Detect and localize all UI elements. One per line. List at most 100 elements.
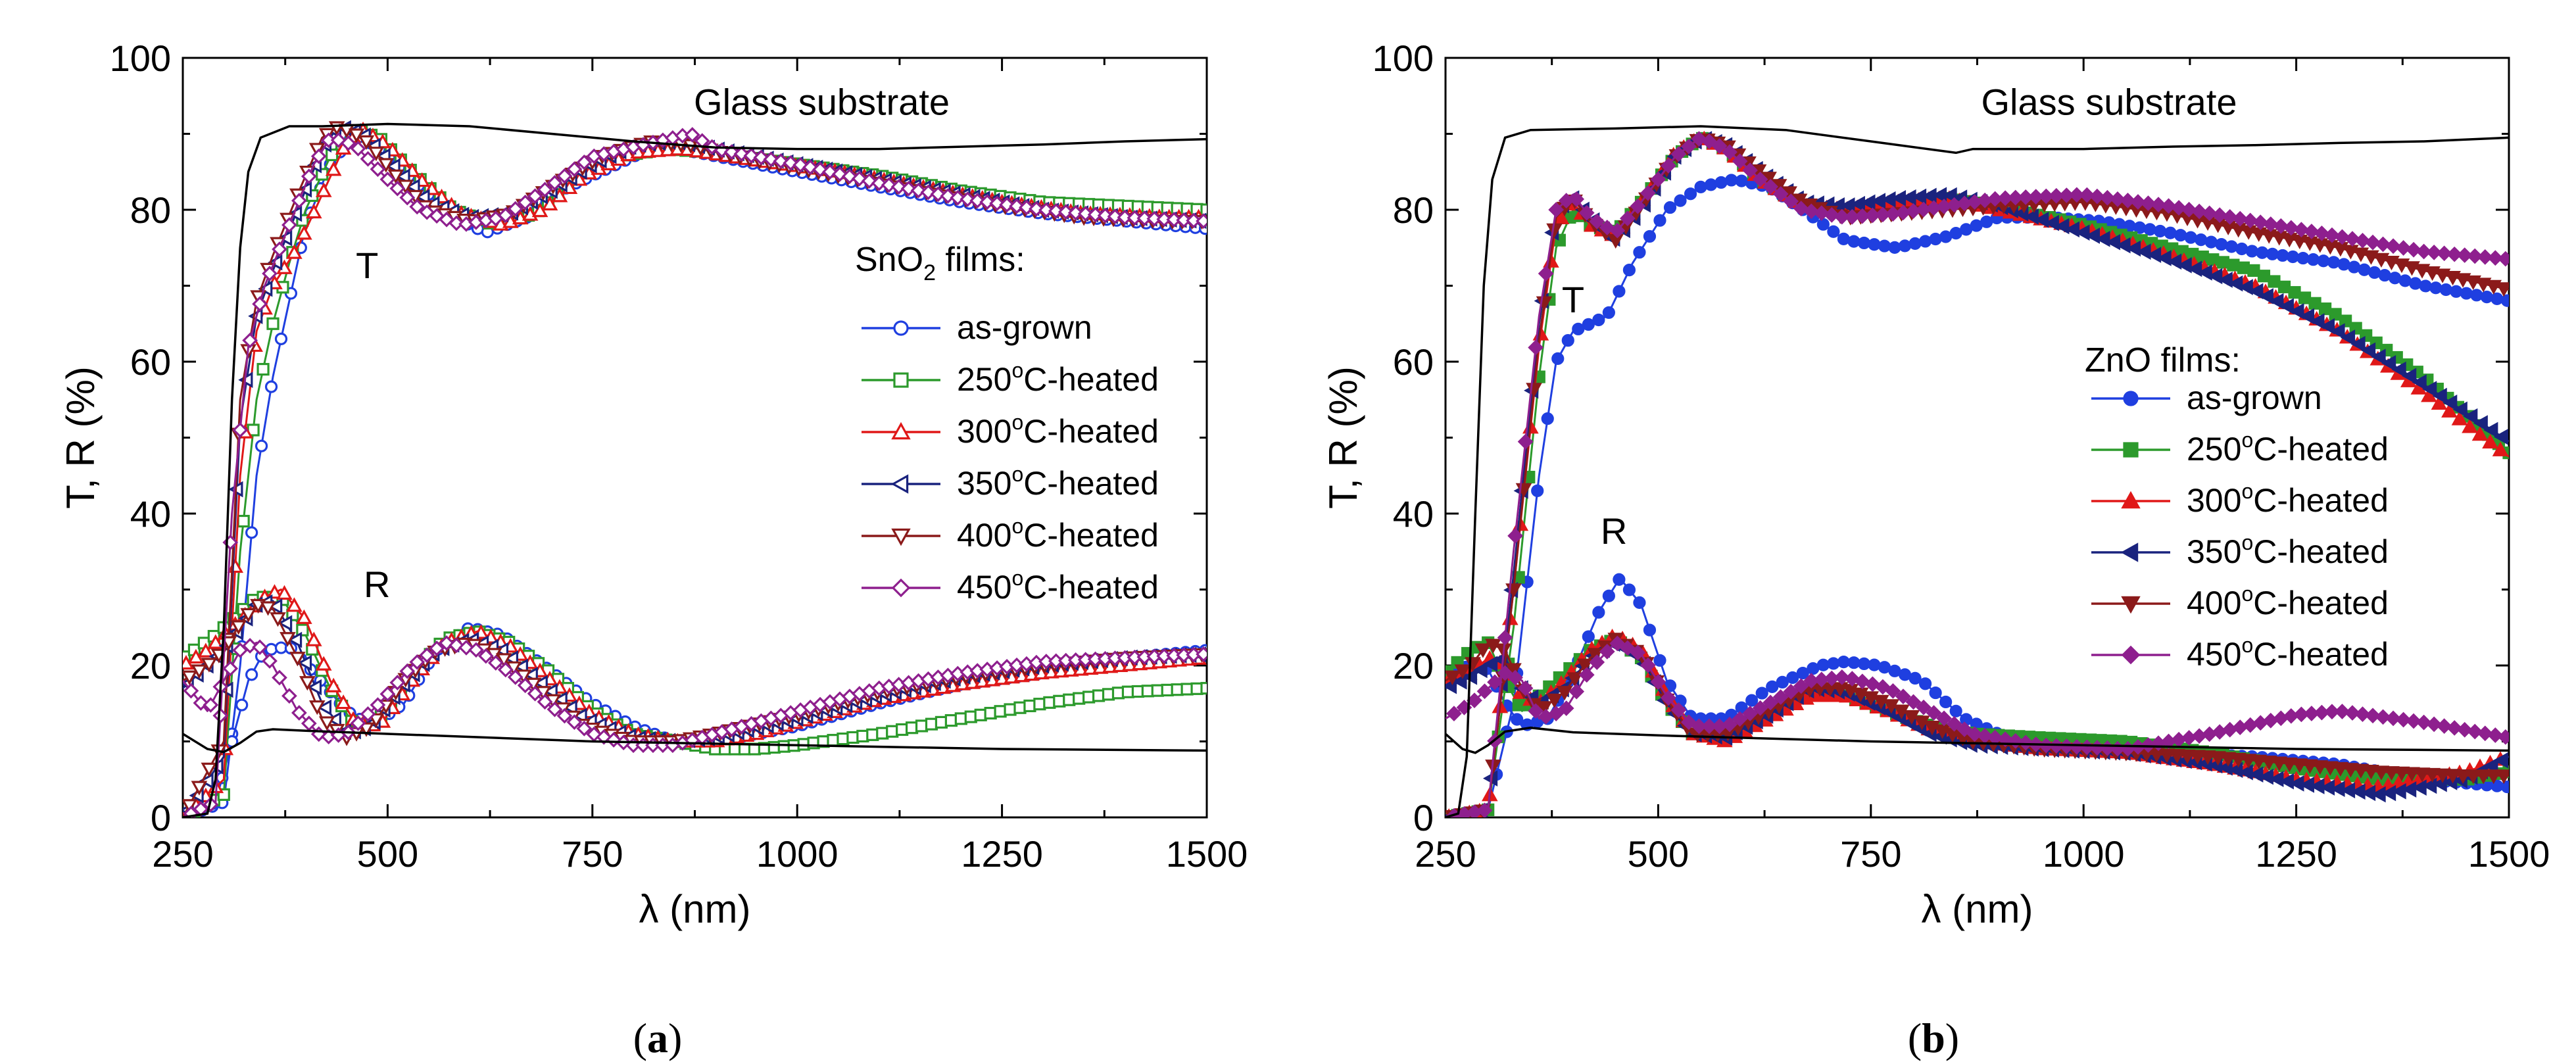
data-point (2156, 250, 2172, 266)
data-point (1609, 222, 1626, 239)
data-point (2485, 769, 2502, 784)
data-point (733, 146, 750, 162)
data-point (1633, 246, 1646, 259)
data-point (1803, 203, 1820, 220)
data-point (1722, 144, 1738, 160)
x-tick-label: 1000 (2043, 833, 2125, 875)
data-point (2271, 756, 2288, 771)
data-point (377, 158, 395, 173)
data-point (2340, 329, 2356, 346)
data-point (1701, 718, 1717, 735)
data-point (2222, 208, 2238, 225)
data-point (1454, 664, 1471, 679)
data-point (2375, 709, 2391, 725)
x-tick-label: 1500 (2468, 833, 2550, 875)
data-point (2467, 248, 2483, 264)
legend-item: 300oC-heated (2091, 479, 2389, 519)
plot-area (1446, 125, 2509, 817)
data-point (230, 620, 247, 635)
y-tick-label: 100 (110, 37, 171, 79)
data-point (358, 135, 375, 150)
data-point (743, 147, 760, 164)
data-point (1766, 680, 1779, 693)
data-point (1725, 174, 1738, 187)
data-point (2416, 714, 2432, 731)
data-point (1497, 665, 1513, 681)
data-point (2269, 771, 2284, 787)
data-point (2260, 756, 2277, 771)
data-point (299, 676, 316, 691)
data-point (1918, 235, 1932, 248)
data-point (2201, 205, 2218, 222)
data-point (547, 175, 563, 191)
data-point (1939, 230, 1953, 243)
data-point (2268, 275, 2281, 288)
data-point (348, 128, 365, 143)
data-point (1505, 663, 1522, 678)
data-point (379, 171, 396, 187)
data-point (2276, 249, 2289, 262)
data-point (2391, 361, 2406, 378)
data-point (1107, 208, 1123, 225)
data-point (2174, 229, 2187, 242)
data-point (1633, 596, 1646, 609)
data-point (291, 193, 307, 209)
data-point (1517, 680, 1534, 696)
data-point (2169, 749, 2185, 764)
data-point (2281, 757, 2298, 773)
data-point (1694, 180, 1707, 193)
data-point (497, 662, 514, 678)
x-tick-label: 500 (357, 833, 418, 875)
data-point (2079, 187, 2095, 203)
data-point (201, 658, 218, 673)
data-point (1578, 205, 1595, 221)
data-point (1661, 690, 1676, 706)
data-point (2187, 260, 2202, 278)
y-axis-label: T, R (%) (59, 366, 103, 509)
data-point (335, 694, 352, 710)
data-point (2456, 721, 2473, 738)
data-point (2477, 725, 2493, 742)
data-point (1813, 205, 1830, 221)
data-point (2301, 759, 2318, 774)
glass-substrate-line-T (1446, 125, 2509, 817)
y-tick-label: 80 (1393, 189, 1434, 231)
data-point (2327, 256, 2341, 269)
data-point (232, 642, 249, 658)
data-point (1681, 714, 1697, 731)
data-point (2143, 223, 2156, 236)
data-point (2133, 221, 2147, 234)
data-point (2279, 773, 2294, 790)
data-point (2262, 216, 2279, 232)
data-point (1541, 412, 1554, 425)
data-point (2483, 422, 2498, 439)
data-point (1793, 678, 1809, 694)
data-point (1908, 237, 1922, 250)
data-point (2381, 354, 2396, 372)
data-point (1446, 706, 1462, 722)
data-point (2197, 264, 2212, 281)
data-point (1587, 648, 1603, 663)
annotation-glass-substrate: Glass substrate (694, 82, 950, 123)
legend-swatch-marker (2121, 596, 2141, 614)
data-point (969, 193, 986, 209)
data-point (1878, 239, 1891, 253)
data-point (2404, 767, 2420, 782)
data-point (1087, 206, 1104, 223)
data-point (2273, 218, 2289, 234)
data-point (2196, 251, 2209, 264)
data-point (1742, 706, 1758, 721)
data-point (910, 182, 927, 199)
annotation-t: T (356, 245, 378, 286)
y-tick-label: 40 (1393, 493, 1434, 535)
data-point (1837, 656, 1851, 669)
data-point (409, 654, 425, 670)
legend-swatch-marker (2120, 543, 2139, 562)
data-point (197, 642, 214, 658)
data-point (2495, 282, 2509, 297)
x-axis-label: λ (nm) (639, 887, 751, 931)
x-tick-label: 1000 (756, 833, 838, 875)
data-point (1531, 484, 1544, 497)
data-point (2354, 233, 2371, 249)
chart-panel-a: 250 500 750 1000 1250 1500 0 20 40 60 80 100 λ (nm) T… (59, 37, 1248, 1061)
